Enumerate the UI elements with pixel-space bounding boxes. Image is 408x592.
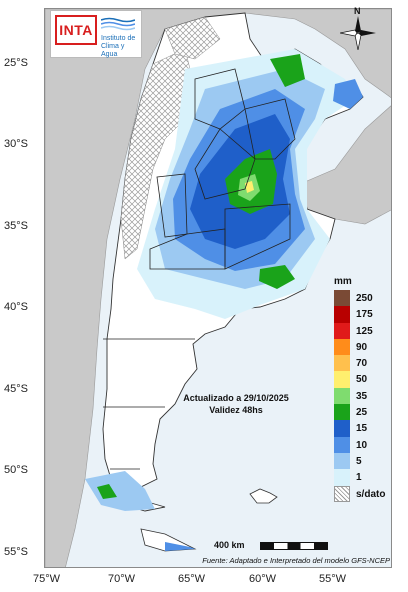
legend-swatch <box>334 306 350 323</box>
legend-item: 90 <box>330 338 388 356</box>
precipitation-map <box>45 9 391 567</box>
legend-item: 10 <box>330 436 388 453</box>
legend-label: s/dato <box>356 488 386 500</box>
scale-label: 400 km <box>214 540 245 550</box>
legend-swatch <box>334 452 350 470</box>
legend-swatch <box>334 436 350 453</box>
legend-label: 5 <box>356 455 362 467</box>
legend-swatch <box>334 355 350 372</box>
legend-item: 70 <box>330 355 388 372</box>
inta-logo-box: INTA Instituto de Clima y Agua <box>50 10 142 58</box>
legend-label: 10 <box>356 439 368 451</box>
inta-logo: INTA <box>55 15 97 45</box>
legend-swatch <box>334 485 350 502</box>
legend-swatch <box>334 387 350 405</box>
legend-label: 250 <box>356 293 373 304</box>
legend-label: 50 <box>356 374 368 386</box>
province-borders <box>103 68 296 470</box>
waves-icon <box>101 17 135 31</box>
legend-item: 25 <box>330 404 388 421</box>
scale-bar-graphic <box>260 542 328 550</box>
source-note: Fuente: Adaptado e Interpretado del mode… <box>202 556 390 565</box>
legend-swatch <box>334 404 350 421</box>
lat-label-35s: 35°S <box>4 220 28 232</box>
legend-item: 50 <box>330 371 388 388</box>
lat-label-45s: 45°S <box>4 383 28 395</box>
legend-item: 250 <box>330 290 388 307</box>
legend-swatch <box>334 371 350 388</box>
legend-swatch <box>334 338 350 356</box>
lat-label-30s: 30°S <box>4 138 28 150</box>
legend-item: 1 <box>330 469 388 486</box>
legend-label: 1 <box>356 472 362 484</box>
institute-line-1: Instituto de <box>101 35 136 42</box>
legend-label: 175 <box>356 309 373 321</box>
legend-label: 125 <box>356 325 373 337</box>
lat-label-55s: 55°S <box>4 546 28 558</box>
lon-label-70w: 70°W <box>108 573 136 585</box>
legend-label: 35 <box>356 390 368 402</box>
lat-label-40s: 40°S <box>4 301 28 313</box>
lat-label-25s: 25°S <box>4 57 28 69</box>
legend-item: 125 <box>330 322 388 339</box>
malvinas-islands <box>249 488 278 504</box>
legend-item: 15 <box>330 420 388 437</box>
lon-label-55w: 55°W <box>319 573 347 585</box>
legend: mm 250 175 125 90 70 50 35 25 15 10 5 1 s/dato <box>330 276 388 502</box>
no-data-area-north <box>164 16 221 60</box>
legend-item: 175 <box>330 306 388 323</box>
update-date: Actualizado a 29/10/2025 <box>183 393 289 403</box>
legend-item: 5 <box>330 452 388 470</box>
compass-rose-icon: N <box>340 6 376 50</box>
lat-label-50s: 50°S <box>4 464 28 476</box>
legend-rows: 250 175 125 90 70 50 35 25 15 10 5 1 s/dato <box>330 290 388 502</box>
legend-swatch <box>334 420 350 437</box>
legend-label: 70 <box>356 358 368 370</box>
precipitation-fields <box>85 49 363 551</box>
compass-north-label: N <box>354 6 361 16</box>
legend-item: 35 <box>330 387 388 405</box>
legend-label: 90 <box>356 341 368 353</box>
institute-name: Instituto de Clima y Agua <box>101 35 141 59</box>
lon-label-65w: 65°W <box>178 573 206 585</box>
lon-label-60w: 60°W <box>249 573 277 585</box>
institute-line-2: Clima y Agua <box>101 43 125 58</box>
map-frame <box>44 8 392 568</box>
update-info: Actualizado a 29/10/2025 Validez 48hs <box>166 392 306 416</box>
lon-label-75w: 75°W <box>33 573 61 585</box>
legend-label: 25 <box>356 407 368 419</box>
legend-swatch <box>334 290 350 307</box>
scale-bar: 400 km <box>214 540 394 552</box>
validity: Validez 48hs <box>209 405 263 415</box>
legend-label: 15 <box>356 423 368 435</box>
legend-item: s/dato <box>330 485 388 502</box>
legend-swatch <box>334 322 350 339</box>
legend-swatch <box>334 469 350 486</box>
neighbor-land <box>45 9 391 567</box>
legend-unit: mm <box>334 276 352 287</box>
